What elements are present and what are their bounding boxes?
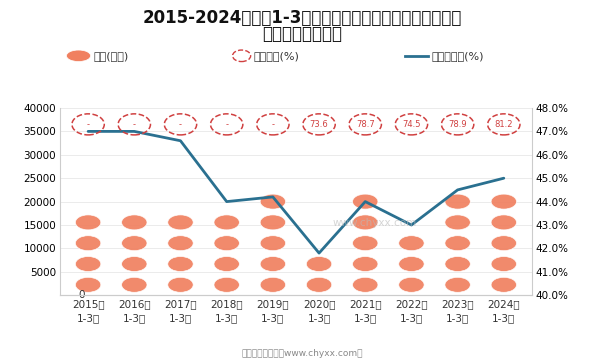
Ellipse shape [306, 277, 332, 292]
Ellipse shape [353, 215, 378, 230]
Ellipse shape [491, 277, 516, 292]
Ellipse shape [168, 215, 193, 230]
Text: 78.7: 78.7 [356, 120, 374, 129]
Ellipse shape [76, 215, 101, 230]
Text: 74.5: 74.5 [402, 120, 420, 129]
Text: 73.6: 73.6 [310, 120, 329, 129]
Ellipse shape [214, 277, 239, 292]
Ellipse shape [491, 194, 516, 209]
Ellipse shape [353, 236, 378, 251]
Ellipse shape [260, 194, 286, 209]
Ellipse shape [445, 236, 471, 251]
Text: 业企业负债统计图: 业企业负债统计图 [262, 25, 342, 43]
Ellipse shape [168, 277, 193, 292]
Text: -: - [271, 120, 274, 129]
Text: 0: 0 [79, 290, 85, 300]
Ellipse shape [121, 257, 147, 271]
Ellipse shape [445, 194, 471, 209]
Text: 81.2: 81.2 [495, 120, 513, 129]
Ellipse shape [353, 277, 378, 292]
Ellipse shape [491, 215, 516, 230]
Ellipse shape [399, 257, 424, 271]
Ellipse shape [260, 277, 286, 292]
Ellipse shape [260, 215, 286, 230]
Text: www.chyxx.com: www.chyxx.com [332, 218, 417, 228]
Ellipse shape [214, 215, 239, 230]
Ellipse shape [121, 277, 147, 292]
Text: 制图：智研咨询（www.chyxx.com）: 制图：智研咨询（www.chyxx.com） [241, 349, 363, 358]
Text: 78.9: 78.9 [448, 120, 467, 129]
Text: 产权比率(%): 产权比率(%) [254, 51, 300, 61]
Ellipse shape [445, 257, 471, 271]
Text: 2015-2024年各年1-3月计算机、通信和其他电子设备制造: 2015-2024年各年1-3月计算机、通信和其他电子设备制造 [143, 9, 461, 27]
Text: 资产负债率(%): 资产负债率(%) [432, 51, 484, 61]
Ellipse shape [260, 257, 286, 271]
Ellipse shape [399, 236, 424, 251]
Ellipse shape [306, 257, 332, 271]
Ellipse shape [353, 257, 378, 271]
Ellipse shape [168, 236, 193, 251]
Text: -: - [225, 120, 228, 129]
Ellipse shape [76, 277, 101, 292]
Ellipse shape [214, 236, 239, 251]
Ellipse shape [121, 215, 147, 230]
Ellipse shape [76, 257, 101, 271]
Ellipse shape [260, 236, 286, 251]
Ellipse shape [168, 257, 193, 271]
Ellipse shape [353, 194, 378, 209]
Ellipse shape [76, 236, 101, 251]
Ellipse shape [491, 257, 516, 271]
Text: 负债(亿元): 负债(亿元) [94, 51, 129, 61]
Ellipse shape [445, 215, 471, 230]
Ellipse shape [121, 236, 147, 251]
Ellipse shape [214, 257, 239, 271]
Ellipse shape [66, 50, 91, 62]
Ellipse shape [399, 277, 424, 292]
Text: -: - [133, 120, 136, 129]
Text: -: - [86, 120, 89, 129]
Ellipse shape [491, 236, 516, 251]
Ellipse shape [445, 277, 471, 292]
Text: -: - [179, 120, 182, 129]
